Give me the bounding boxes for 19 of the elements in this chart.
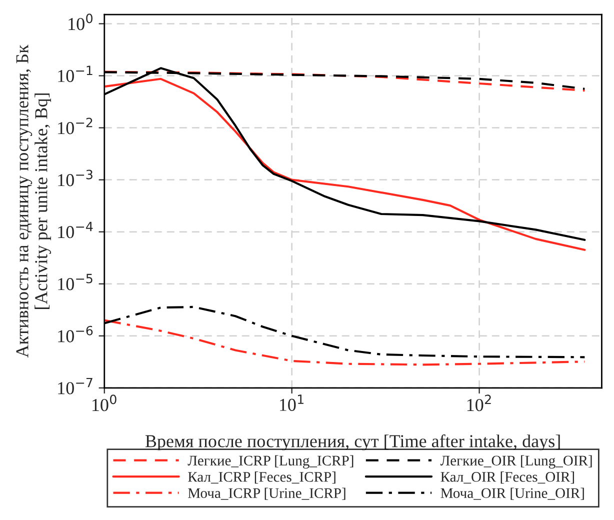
y-tick-label: 10$^{−6}$ [58,326,93,342]
y-tick-label: 10$^{−7}$ [58,378,92,394]
x-tick-label: 10$^{0}$ [92,394,116,412]
y-tick-label: 10$^{−4}$ [58,222,93,238]
y-axis-title: Активность на единицу поступления, Бк [Activity per unite intake, Bq] [16,44,52,358]
legend-label: Легкие_OIR [Lung_OIR] [440,455,592,469]
legend-label: Кал_ICRP [Feces_ICRP] [188,472,336,484]
legend-label: Кал_OIR [Feces_OIR] [440,472,574,484]
x-axis-title: Время после поступления, сут [Time after intake, days] [145,434,560,451]
legend-label: Моча_OIR [Urine_OIR] [440,488,584,500]
y-tick-label: 10$^{−2}$ [58,118,92,134]
x-tick-label: 10$^{1}$ [280,394,304,411]
y-tick-label: 10$^{0}$ [68,14,92,30]
x-tick-label: 10$^{2}$ [467,394,491,412]
legend-label: Легкие_ICRP [Lung_ICRP] [188,455,354,469]
y-tick-label: 10$^{−1}$ [58,66,92,82]
y-tick-label: 10$^{−5}$ [58,274,92,290]
legend-label: Моча_ICRP [Urine_ICRP] [188,488,346,500]
y-tick-label: 10$^{−3}$ [58,170,92,186]
